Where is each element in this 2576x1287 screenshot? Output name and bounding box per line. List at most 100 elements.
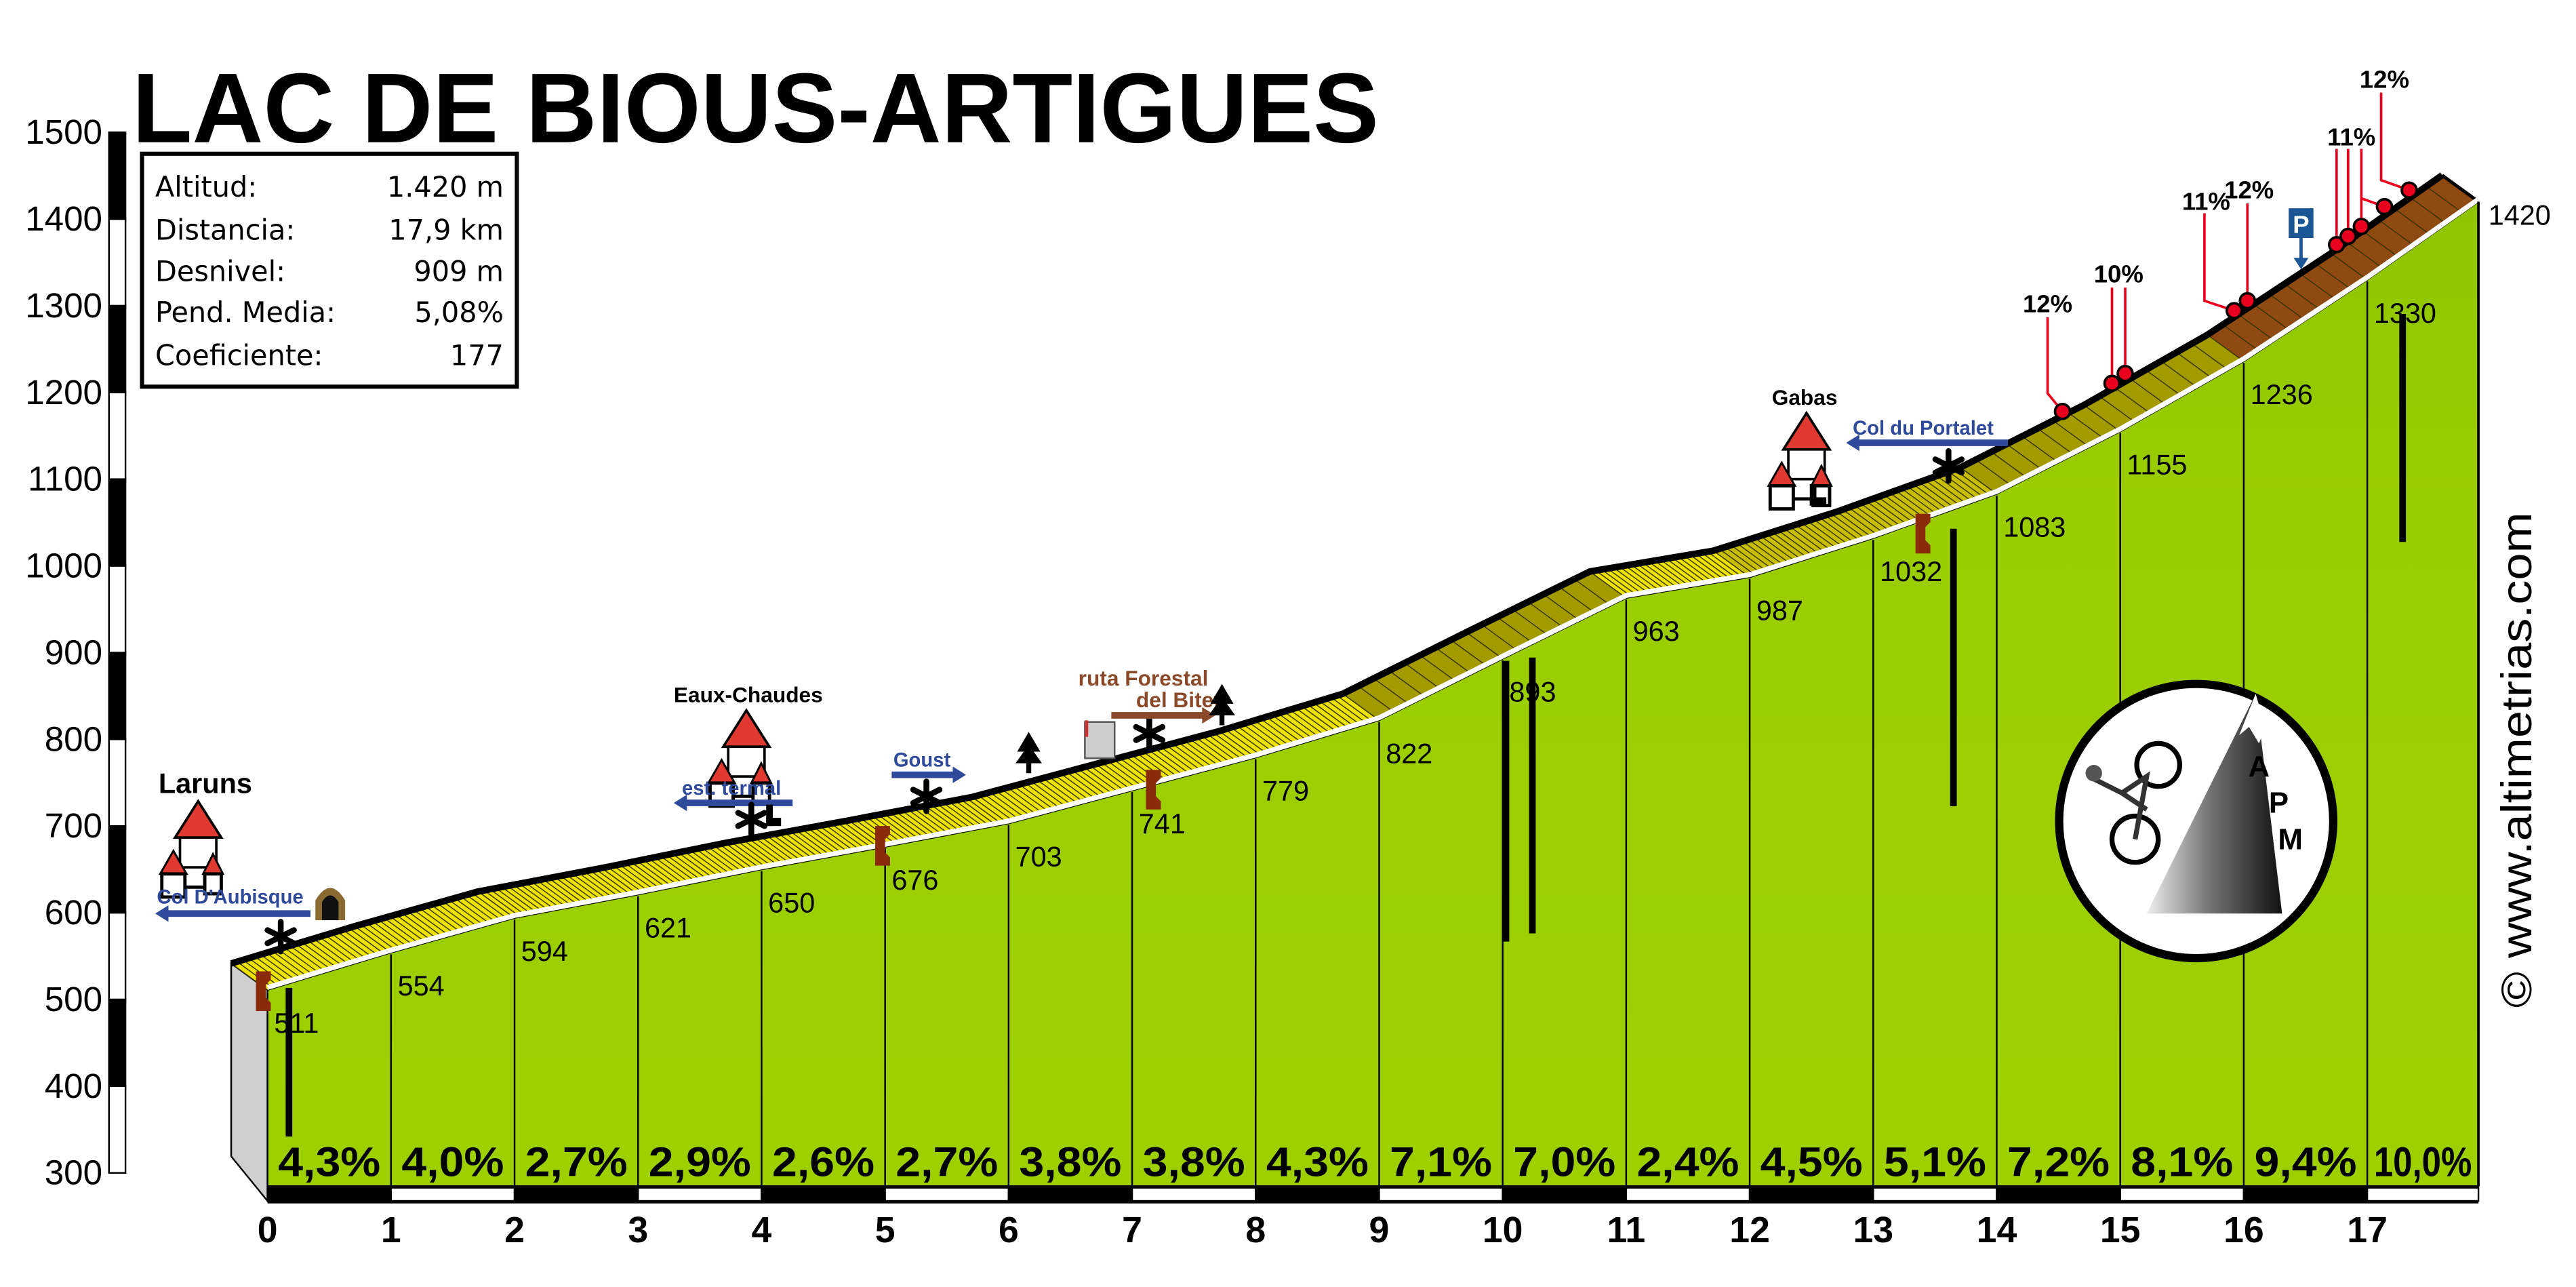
road-band-stripe [1066, 771, 1104, 799]
arrow-left-icon [673, 794, 793, 812]
road-band-stripe [1295, 707, 1333, 735]
road-band-stripe [1013, 785, 1051, 813]
km-strip-block [1625, 1187, 1751, 1202]
road-band-stripe [1784, 528, 1821, 555]
direction-col-portalet: Col du Portalet [1853, 418, 1994, 439]
road-band-stripe [1872, 498, 1909, 526]
road-band-stripe [1512, 609, 1550, 637]
road-band-stripe [1648, 561, 1686, 589]
y-axis-block [108, 738, 127, 827]
road-band-stripe [1574, 578, 1611, 606]
road-band-stripe [2053, 420, 2090, 448]
road-band-stripe [595, 869, 632, 896]
road-band-stripe [1766, 533, 1803, 561]
road-band-stripe [1601, 569, 1638, 597]
road-band-stripe [430, 904, 468, 932]
road-band-stripe [571, 873, 609, 901]
altitude-label: 703 [1015, 842, 1062, 873]
road-band-stripe [424, 906, 462, 934]
ramp-dot [2400, 181, 2418, 199]
road-band-stripe [1236, 725, 1274, 753]
y-tick-label: 1100 [28, 460, 102, 498]
road-band-stripe [489, 888, 527, 917]
road-band-stripe [2331, 252, 2368, 281]
segment-gradient-label: 8,1% [2131, 1139, 2233, 1185]
x-tick-label: 17 [2347, 1210, 2388, 1250]
road-band-stripe [542, 879, 580, 907]
segment-gradient-label: 7,0% [1513, 1139, 1615, 1185]
road-band-stripe [742, 839, 780, 867]
road-band-stripe [1907, 486, 1944, 513]
segment-gradient-label: 2,7% [525, 1139, 628, 1185]
road-band-stripe [584, 871, 621, 898]
road-band-stripe [1272, 715, 1309, 742]
place-laruns: Laruns [159, 768, 252, 799]
ramp-dot [2238, 292, 2257, 310]
y-axis-block [108, 1085, 127, 1174]
km-strip-block [1255, 1187, 1380, 1202]
segment-gradient-label: 4,3% [1266, 1139, 1369, 1185]
road-band-stripe [501, 886, 539, 914]
segment-gradient-label: 4,0% [401, 1139, 504, 1185]
altitude-label: 779 [1262, 775, 1309, 806]
road-band-stripe [1807, 520, 1845, 548]
road-band-stripe [1072, 770, 1109, 797]
road-band-stripe [2394, 208, 2432, 236]
road-band-stripe [1242, 724, 1280, 751]
x-tick-label: 11 [1607, 1210, 1646, 1250]
road-band-stripe [2145, 369, 2183, 397]
road-band-stripe [624, 863, 662, 890]
road-band-stripe [954, 799, 992, 827]
road-band-stripe [630, 861, 668, 889]
y-tick-label: 1400 [25, 199, 102, 238]
x-tick-label: 5 [875, 1210, 895, 1250]
y-tick-label: 400 [45, 1067, 102, 1105]
ramp-dot [2339, 227, 2357, 245]
y-tick-label: 800 [45, 719, 102, 758]
road-band-stripe [301, 941, 339, 970]
x-tick-label: 1 [381, 1210, 401, 1250]
road-band-stripe [1654, 560, 1691, 588]
road-band-stripe [366, 922, 403, 950]
y-axis-block [108, 911, 127, 1001]
road-band-stripe [907, 808, 944, 837]
road-band-stripe [666, 854, 704, 882]
info-label-altitud: Altitud: [155, 171, 257, 203]
road-band-stripe [2253, 304, 2291, 332]
ramp-dot [2225, 302, 2243, 319]
y-axis-block [108, 218, 127, 307]
tree-icon [1015, 732, 1043, 774]
ramp-label: 11% [2327, 123, 2375, 151]
x-tick-label: 15 [2100, 1210, 2141, 1250]
road-band-stripe [1089, 765, 1127, 793]
road-band-stripe [2176, 352, 2213, 380]
y-tick-label: 600 [45, 893, 102, 932]
road-band-stripe [1420, 654, 1457, 682]
road-band-stripe [1213, 732, 1251, 760]
road-band-stripe [2299, 273, 2337, 301]
road-band-stripe [342, 929, 380, 957]
segment-gradient-label: 2,6% [772, 1139, 874, 1185]
road-band-stripe [472, 892, 509, 920]
road-band-stripe [548, 877, 586, 905]
altitude-label: 650 [768, 887, 815, 918]
road-band-stripe [948, 801, 986, 829]
road-band-stripe [1260, 718, 1297, 746]
road-band-stripe [1689, 554, 1727, 582]
road-band-stripe [442, 900, 480, 928]
road-edge-line [266, 197, 2480, 990]
km-strip-block [761, 1187, 886, 1202]
road-band-stripe [1019, 784, 1056, 812]
road-band-stripe [1624, 565, 1662, 593]
road-band-stripe [2099, 395, 2136, 423]
road-band-stripe [389, 915, 427, 943]
spa-icon [766, 804, 782, 827]
ramp-label: 12% [2360, 65, 2409, 93]
road-band-stripe [319, 936, 357, 964]
road-band-stripe [1913, 483, 1950, 511]
road-band-stripe [1042, 777, 1080, 806]
y-axis-block [108, 131, 127, 220]
road-band-stripe [2068, 412, 2106, 440]
info-value-altitud: 1.420 m [387, 171, 504, 203]
x-tick-label: 3 [628, 1210, 648, 1250]
